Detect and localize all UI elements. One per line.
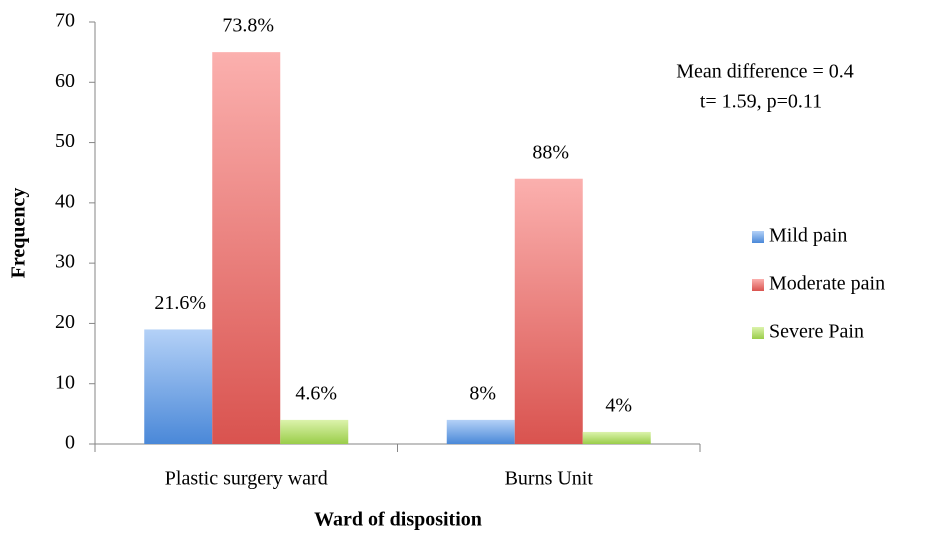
bar [212, 52, 281, 445]
x-tick-label: Plastic surgery ward [165, 468, 328, 490]
legend-label: Mild pain [769, 225, 847, 247]
y-tick-label: 50 [55, 130, 75, 152]
bar [446, 419, 515, 444]
bar [144, 329, 213, 444]
data-label: 73.8% [222, 15, 274, 37]
data-label: 4.6% [295, 382, 337, 404]
bar [280, 419, 349, 444]
x-tick-label: Burns Unit [505, 468, 594, 490]
y-tick-label: 0 [65, 432, 75, 454]
y-tick-label: 30 [55, 251, 75, 273]
bar [582, 431, 651, 444]
y-tick-label: 10 [55, 371, 75, 393]
data-label: 88% [532, 141, 569, 163]
y-tick-label: 20 [55, 311, 75, 333]
legend-label: Moderate pain [769, 273, 885, 295]
legend-swatch [752, 279, 764, 291]
legend-swatch [752, 327, 764, 339]
legend-label: Severe Pain [769, 321, 864, 343]
data-label: 8% [469, 382, 496, 404]
y-tick-label: 40 [55, 190, 75, 212]
annotation: Mean difference = 0.4 [676, 61, 854, 83]
data-label: 4% [605, 395, 632, 417]
x-axis-title: Ward of disposition [314, 509, 482, 531]
annotation: t= 1.59, p=0.11 [700, 91, 822, 113]
y-tick-label: 70 [55, 10, 75, 32]
y-axis-title: Frequency [8, 188, 30, 279]
y-tick-label: 60 [55, 70, 75, 92]
legend-swatch [752, 231, 764, 243]
bar [514, 178, 583, 444]
data-label: 21.6% [154, 292, 206, 314]
